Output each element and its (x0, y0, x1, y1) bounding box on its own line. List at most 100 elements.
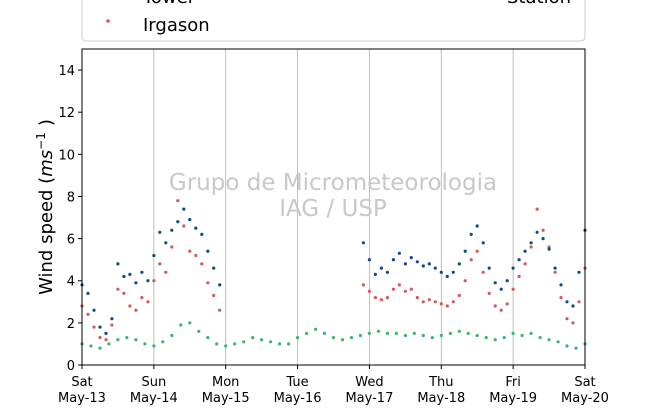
data-point (152, 279, 156, 283)
legend-box (81, 0, 586, 42)
data-point (116, 287, 120, 291)
data-point (421, 333, 425, 338)
x-tick-label-day: Thu (428, 375, 453, 390)
data-point (556, 340, 560, 344)
y-axis-ticks: 0 2 4 6 8 10 12 14 (58, 64, 82, 374)
data-point (493, 338, 497, 342)
y-tick-label: 12 (58, 106, 75, 121)
y-tick-label: 8 (67, 190, 75, 205)
data-point (403, 333, 407, 338)
series-station (80, 321, 587, 350)
data-point (287, 342, 291, 346)
data-point (104, 338, 108, 342)
data-point (140, 296, 144, 300)
data-point (457, 293, 461, 298)
x-tick-label-day: Sat (574, 375, 595, 390)
data-point (451, 300, 455, 304)
data-point (505, 302, 509, 306)
data-point (122, 291, 126, 295)
data-point (520, 333, 524, 338)
data-point (296, 336, 300, 340)
data-point (409, 256, 413, 260)
data-point (116, 262, 120, 266)
watermark-line-2: IAG / USP (279, 196, 387, 222)
data-point (571, 304, 575, 308)
data-point (439, 333, 443, 338)
data-point (146, 279, 150, 283)
data-point (143, 342, 147, 346)
data-point (349, 336, 354, 340)
data-point (427, 262, 431, 266)
data-point (122, 274, 126, 279)
plot-frame (81, 48, 586, 366)
data-point (379, 298, 383, 302)
data-point (499, 308, 503, 312)
watermark-line-1: Grupo de Micrometeorologia (169, 170, 497, 196)
data-point (487, 291, 491, 295)
x-tick-label-date: May-20 (561, 391, 609, 406)
data-point (233, 342, 237, 346)
data-point (182, 224, 186, 228)
data-point (170, 245, 174, 249)
data-point (451, 270, 455, 274)
data-point (188, 249, 192, 253)
data-point (385, 331, 389, 335)
data-point (433, 266, 437, 270)
data-point (161, 340, 165, 344)
data-points (80, 199, 587, 350)
data-point (176, 220, 180, 224)
y-tick-label: 6 (67, 233, 75, 248)
x-tick-label-date: May-15 (202, 391, 250, 406)
data-point (466, 331, 470, 335)
data-point (535, 207, 539, 211)
data-point (415, 296, 419, 300)
data-point (116, 338, 120, 342)
legend-label-tower: Tower (142, 0, 196, 8)
data-point (403, 289, 407, 293)
data-point (475, 333, 479, 338)
data-point (206, 249, 210, 253)
data-point (439, 302, 443, 306)
data-point (553, 266, 557, 270)
data-point (505, 279, 509, 283)
data-point (511, 331, 515, 335)
data-point (200, 232, 204, 236)
data-point (475, 224, 479, 228)
data-point (430, 336, 434, 340)
data-point (206, 281, 210, 285)
x-tick-label-day: Fri (505, 375, 521, 390)
x-tick-label-day: Tue (285, 375, 308, 390)
data-point (322, 331, 327, 335)
series-tower (80, 207, 587, 335)
data-point (559, 283, 563, 287)
data-point (565, 344, 569, 348)
data-point (469, 232, 473, 236)
data-point (188, 321, 192, 325)
data-point (98, 336, 102, 340)
data-point (179, 323, 183, 327)
data-point (86, 312, 90, 316)
data-point (565, 317, 569, 321)
data-point (110, 323, 114, 327)
data-point (439, 270, 443, 274)
data-point (484, 336, 488, 340)
data-point (391, 258, 395, 262)
data-point (224, 344, 228, 348)
x-tick-label-day: Wed (355, 375, 383, 390)
data-point (433, 300, 437, 304)
data-point (487, 266, 491, 270)
data-point (89, 344, 93, 348)
data-point (529, 241, 533, 245)
data-point (170, 333, 174, 338)
data-point (92, 325, 96, 329)
series-irgason (80, 199, 587, 342)
data-point (481, 270, 485, 274)
data-point (361, 283, 365, 287)
x-tick-label-day: Sun (141, 375, 166, 390)
data-point (251, 336, 255, 340)
data-point (218, 283, 222, 287)
y-tick-label: 4 (67, 275, 75, 290)
y-tick-label: 10 (58, 148, 75, 163)
legend-label-irgason: Irgason (143, 15, 210, 36)
